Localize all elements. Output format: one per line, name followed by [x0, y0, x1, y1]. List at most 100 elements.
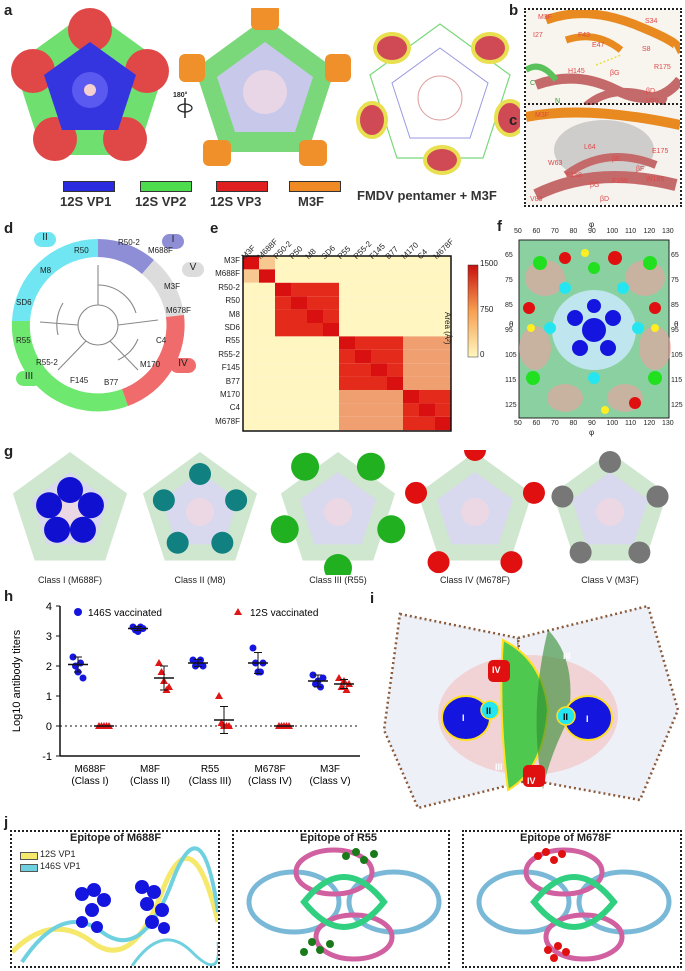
heatmap-cell	[291, 336, 307, 350]
heatmap-cell	[403, 323, 419, 337]
h-xtick-label: M8F	[140, 764, 160, 775]
legend-swatch-m3f	[289, 181, 341, 192]
heatmap-cell	[387, 296, 403, 310]
heatmap-cell	[243, 269, 259, 283]
h-point-146s	[249, 644, 257, 652]
j-box-m688f	[10, 830, 221, 968]
heatmap-cell	[323, 323, 339, 337]
heatmap-cell	[371, 282, 387, 297]
heatmap-cell	[243, 336, 259, 350]
heatmap-cell	[419, 390, 435, 404]
panel-c-res-4: βE	[612, 156, 621, 163]
heatmap-cell	[403, 376, 419, 390]
heatmap-cell	[275, 336, 291, 350]
g-epitope-patch	[356, 452, 385, 481]
heatmap-cell	[435, 390, 451, 404]
i-label-iv-top: IV	[492, 665, 501, 675]
h-ytick-label: 4	[46, 601, 52, 613]
panel-c-box	[524, 103, 682, 207]
h-point-146s	[79, 674, 87, 682]
class-badge-iii: III	[16, 371, 42, 386]
j-legend-swatch-12s	[20, 852, 38, 860]
heatmap-cell	[355, 309, 371, 323]
heatmap-cell	[387, 416, 403, 431]
panel-b-res-8: βG	[610, 70, 620, 77]
heatmap-cell	[323, 296, 339, 310]
phi-tick-bottom: 50	[514, 420, 522, 427]
heatmap-cell	[259, 349, 275, 364]
j-box-r55	[232, 830, 450, 968]
heatmap-cell	[291, 269, 307, 283]
pentamer-ribbon-m3f	[356, 23, 520, 175]
g-epitope-patch	[646, 485, 669, 508]
h-point-12s	[342, 686, 351, 693]
j-structure-m688f	[10, 846, 221, 967]
class-arc-iv	[122, 315, 185, 406]
pentamer-label: FMDV pentamer + M3F	[357, 188, 497, 203]
phi-tick-bottom: 70	[551, 420, 559, 427]
heatmap-cell	[355, 269, 371, 283]
colorbar-tick-750: 750	[480, 305, 494, 314]
j-box-m678f	[462, 830, 682, 968]
panel-b-res-10: V80	[646, 98, 659, 105]
panel-c-res-8: βD	[600, 196, 610, 203]
g-pentamer-class-4	[405, 450, 545, 574]
heatmap-cell	[355, 256, 371, 270]
g-epitope-patch	[77, 492, 104, 519]
panel-b-res-4: F43	[578, 32, 591, 39]
h-point-12s	[155, 659, 163, 666]
g-epitope-patch	[166, 531, 189, 554]
heatmap-cell	[355, 376, 371, 390]
heatmap-cell	[435, 323, 451, 337]
theta-label-right: θ	[674, 320, 679, 329]
heatmap-cell	[355, 323, 371, 337]
heatmap-cell	[403, 416, 419, 431]
phi-tick-top: 80	[569, 228, 578, 235]
j-title-m688f: Epitope of M688F	[70, 832, 162, 844]
heatmap-cell	[419, 416, 435, 431]
legend-label-m3f: M3F	[298, 194, 324, 209]
panel-i-dimer	[382, 604, 680, 810]
heatmap-cell	[387, 349, 403, 364]
capsid-pentamer-m3f	[179, 8, 351, 166]
panel-b-res-13: N	[555, 98, 561, 105]
heatmap-cell	[419, 376, 435, 390]
g-epitope-patch	[464, 450, 486, 461]
leaf-r55: R55	[16, 336, 31, 345]
heatmap-cell	[323, 403, 339, 417]
heatmap-cell	[275, 309, 291, 323]
j-title-r55: Epitope of R55	[300, 832, 378, 844]
phi-tick-bottom: 110	[625, 420, 637, 427]
h-ytick-label: 1	[46, 691, 52, 703]
heatmap-cell	[403, 269, 419, 283]
panel-b-res-2: I27	[533, 32, 543, 39]
heatmap-cell	[259, 296, 275, 310]
heatmap-cell	[275, 296, 291, 310]
heatmap-cell	[371, 269, 387, 283]
heatmap-cell	[323, 309, 339, 323]
heatmap-row-label: R50-2	[218, 282, 240, 292]
panel-b-res-7: H145	[568, 68, 585, 75]
heatmap-cell	[387, 403, 403, 417]
heatmap-cell	[371, 403, 387, 417]
heatmap-cell	[323, 336, 339, 350]
g-epitope-patch	[522, 481, 545, 504]
h-ytick-label: 2	[46, 661, 52, 673]
heatmap-cell	[243, 363, 259, 377]
heatmap-cell	[307, 282, 323, 297]
h-xtick-label: M678F	[254, 764, 285, 775]
theta-tick-left: 85	[505, 302, 513, 309]
heatmap-cell	[307, 309, 323, 323]
panel-f-roadmap	[518, 239, 671, 419]
leaf-r55-2: R55-2	[36, 358, 58, 367]
heatmap-cell	[323, 376, 339, 390]
theta-tick-left: 105	[505, 352, 517, 359]
heatmap-cell	[419, 349, 435, 364]
h-point-12s	[215, 692, 223, 699]
leaf-r50: R50	[74, 246, 89, 255]
g-epitope-patch	[225, 489, 248, 512]
heatmap-cell	[355, 349, 371, 364]
class-badge-v: V	[182, 262, 204, 277]
heatmap-cell	[339, 269, 355, 283]
heatmap-cell	[339, 296, 355, 310]
